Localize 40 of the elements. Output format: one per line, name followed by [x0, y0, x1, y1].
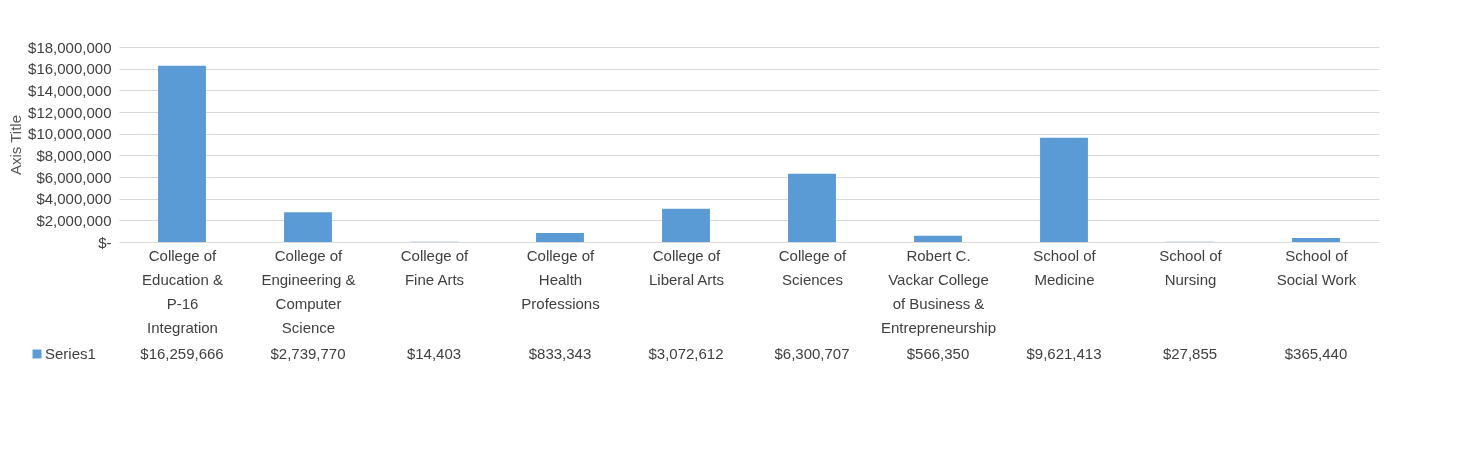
x-tick-label: School of Social Work — [1276, 246, 1357, 288]
x-tick-label: School of Medicine — [1033, 246, 1097, 288]
y-tick-label: $2,000,000 — [36, 211, 112, 229]
y-tick-label: $8,000,000 — [36, 146, 112, 164]
bar — [1040, 137, 1088, 242]
y-tick-label: $18,000,000 — [28, 38, 112, 56]
bar — [662, 208, 710, 242]
text: $3,072,612 — [648, 345, 724, 362]
y-tick-label: $- — [98, 233, 112, 251]
bar — [1292, 238, 1340, 242]
x-tick-label: College of Education & P-16 Integration — [142, 246, 223, 336]
text: $9,621,413 — [1026, 345, 1102, 362]
bar — [158, 65, 206, 242]
text: $27,855 — [1162, 345, 1218, 362]
y-tick-label: $10,000,000 — [28, 125, 112, 143]
text: $16,259,666 — [140, 345, 224, 362]
y-axis-title: Axis Title — [7, 114, 25, 176]
bar — [788, 173, 836, 242]
y-tick-label: $6,000,000 — [36, 168, 112, 186]
text: $566,350 — [906, 345, 970, 362]
x-tick-label: College of Fine Arts — [400, 246, 470, 288]
bar — [284, 212, 332, 242]
x-tick-label: College of Engineering & Computer Science — [261, 246, 356, 336]
text: $833,343 — [528, 345, 592, 362]
x-tick-label: Robert C. Vackar College of Business & Entrepreneurship — [880, 246, 997, 336]
y-tick-label: $14,000,000 — [28, 81, 112, 99]
legend-label: Series1 — [45, 345, 96, 362]
bar — [914, 235, 962, 242]
text: $2,739,770 — [270, 345, 346, 362]
text: $6,300,707 — [774, 345, 850, 362]
x-tick-label: College of Liberal Arts — [648, 246, 725, 288]
y-tick-label: $12,000,000 — [28, 103, 112, 121]
bar — [536, 232, 584, 242]
x-tick-label: College of Sciences — [778, 246, 848, 288]
text: $365,440 — [1284, 345, 1348, 362]
x-tick-label: College of Health Professions — [521, 246, 600, 312]
y-tick-label: $16,000,000 — [28, 60, 112, 78]
x-tick-label: School of Nursing — [1159, 246, 1223, 288]
text: $14,403 — [406, 345, 462, 362]
y-tick-label: $4,000,000 — [36, 190, 112, 208]
